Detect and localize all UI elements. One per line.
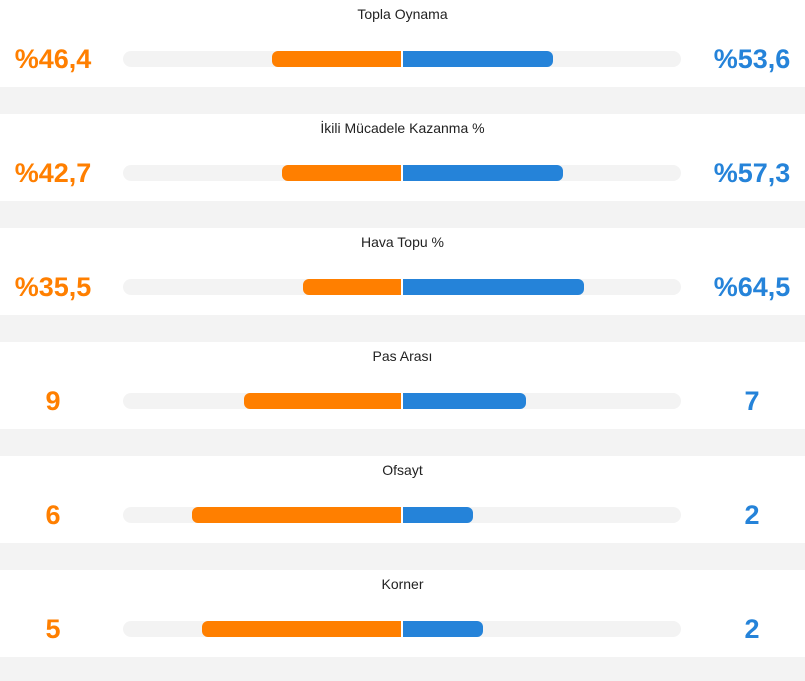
home-bar [192, 507, 402, 523]
bar-divider [401, 507, 403, 523]
away-value: %64,5 [713, 272, 791, 302]
home-bar [282, 165, 402, 181]
home-bar [303, 279, 402, 295]
away-bar [403, 279, 584, 295]
away-bar [403, 393, 526, 409]
home-value: 6 [45, 500, 61, 530]
home-value: %35,5 [14, 272, 92, 302]
home-value: 9 [45, 386, 61, 416]
home-value: 5 [45, 614, 61, 644]
away-bar [403, 621, 483, 637]
stat-title: Topla Oynama [357, 6, 448, 22]
stat-title: Korner [381, 576, 424, 592]
stat-row-duels-won: İkili Mücadele Kazanma % %42,7 %57,3 [0, 114, 805, 201]
away-bar [403, 507, 473, 523]
away-value: %57,3 [713, 158, 791, 188]
home-value: %46,4 [14, 44, 92, 74]
bar-divider [401, 51, 403, 67]
away-bar [403, 51, 553, 67]
bar-divider [401, 279, 403, 295]
stat-title: İkili Mücadele Kazanma % [320, 120, 485, 136]
away-value: %53,6 [713, 44, 791, 74]
away-value: 2 [744, 614, 760, 644]
home-bar [244, 393, 402, 409]
stat-row-corners: Korner 5 2 [0, 570, 805, 657]
stat-row-interceptions: Pas Arası 9 7 [0, 342, 805, 429]
home-bar [202, 621, 402, 637]
stat-row-possession: Topla Oynama %46,4 %53,6 [0, 0, 805, 87]
bar-divider [401, 165, 403, 181]
home-value: %42,7 [14, 158, 92, 188]
stat-title: Pas Arası [372, 348, 433, 364]
bar-divider [401, 621, 403, 637]
stat-title: Hava Topu % [360, 234, 444, 250]
stat-row-offsides: Ofsayt 6 2 [0, 456, 805, 543]
stat-row-aerials: Hava Topu % %35,5 %64,5 [0, 228, 805, 315]
bar-divider [401, 393, 403, 409]
stat-title: Ofsayt [382, 462, 423, 478]
away-value: 2 [744, 500, 760, 530]
away-value: 7 [744, 386, 760, 416]
away-bar [403, 165, 563, 181]
home-bar [272, 51, 402, 67]
